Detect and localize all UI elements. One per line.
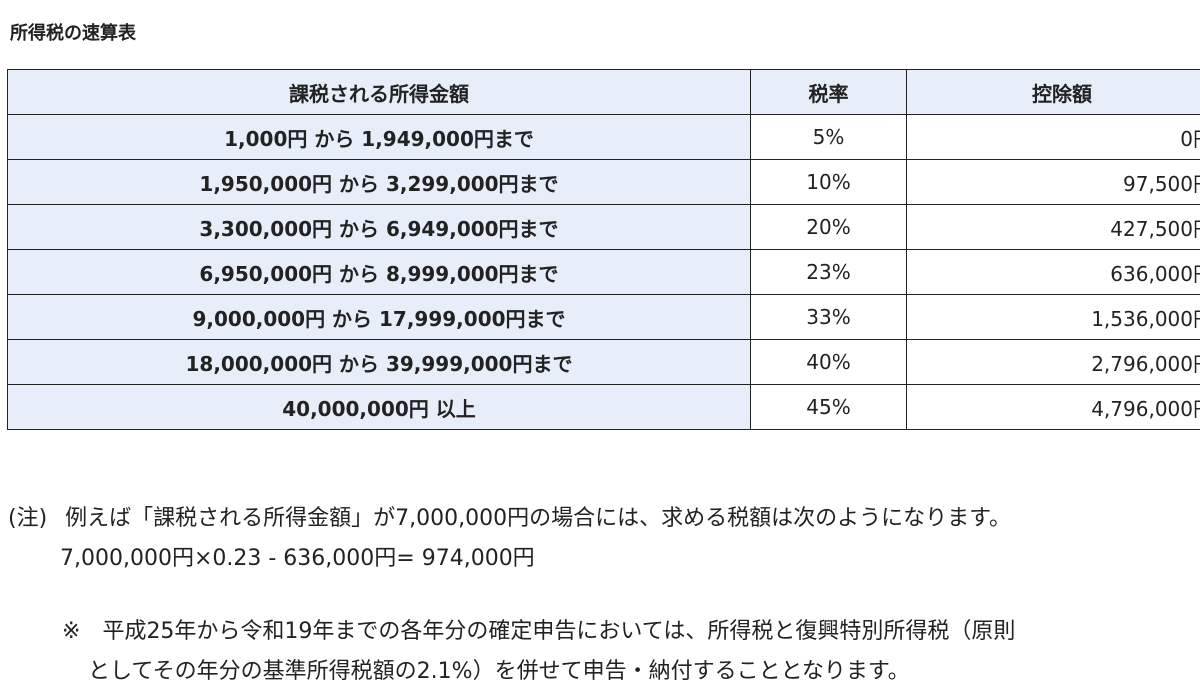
remark-paragraph: ※ 平成25年から令和19年までの各年分の確定申告においては、所得税と復興特別所得… — [62, 612, 1015, 692]
deduction-cell: 427,500円 — [906, 204, 1200, 250]
table-row: 9,000,000円 から 17,999,000円まで 33% 1,536,00… — [7, 294, 1200, 340]
table-row: 3,300,000円 から 6,949,000円まで 20% 427,500円 — [7, 204, 1200, 250]
remark-line-2: としてその年分の基準所得税額の2.1%）を併せて申告・納付することとなります。 — [88, 659, 910, 684]
income-range-cell: 18,000,000円 から 39,999,000円まで — [7, 339, 751, 385]
deduction-cell: 636,000円 — [906, 249, 1200, 295]
income-range-cell: 3,300,000円 から 6,949,000円まで — [7, 204, 751, 250]
tax-rate-table: 課税される所得金額 税率 控除額 1,000円 から 1,949,000円まで … — [7, 69, 1200, 430]
income-range-cell: 1,000円 から 1,949,000円まで — [7, 114, 751, 160]
tax-rate-cell: 23% — [750, 249, 907, 295]
deduction-cell: 2,796,000円 — [906, 339, 1200, 385]
tax-rate-cell: 40% — [750, 339, 907, 385]
tax-rate-cell: 10% — [750, 159, 907, 205]
tax-rate-cell: 5% — [750, 114, 907, 160]
income-range-cell: 40,000,000円 以上 — [7, 384, 751, 430]
deduction-cell: 97,500円 — [906, 159, 1200, 205]
tax-rate-cell: 20% — [750, 204, 907, 250]
note-paragraph: (注) 例えば「課税される所得金額」が7,000,000円の場合には、求める税額は… — [8, 500, 1011, 538]
deduction-cell: 1,536,000円 — [906, 294, 1200, 340]
tax-rate-cell: 33% — [750, 294, 907, 340]
table-row: 6,950,000円 から 8,999,000円まで 23% 636,000円 — [7, 249, 1200, 295]
table-row: 18,000,000円 から 39,999,000円まで 40% 2,796,0… — [7, 339, 1200, 385]
table-row: 1,950,000円 から 3,299,000円まで 10% 97,500円 — [7, 159, 1200, 205]
table-row: 1,000円 から 1,949,000円まで 5% 0円 — [7, 114, 1200, 160]
deduction-cell: 0円 — [906, 114, 1200, 160]
remark-line-1: 平成25年から令和19年までの各年分の確定申告においては、所得税と復興特別所得税… — [102, 619, 1016, 644]
header-income: 課税される所得金額 — [7, 69, 751, 115]
income-range-cell: 1,950,000円 から 3,299,000円まで — [7, 159, 751, 205]
tax-rate-cell: 45% — [750, 384, 907, 430]
note-text: 例えば「課税される所得金額」が7,000,000円の場合には、求める税額は次のよ… — [65, 506, 1011, 531]
header-rate: 税率 — [750, 69, 907, 115]
remark-mark: ※ — [62, 619, 81, 644]
table-row: 40,000,000円 以上 45% 4,796,000円 — [7, 384, 1200, 430]
income-range-cell: 6,950,000円 から 8,999,000円まで — [7, 249, 751, 295]
calculation-example: 7,000,000円×0.23 - 636,000円= 974,000円 — [60, 546, 535, 571]
page-title: 所得税の速算表 — [10, 23, 136, 44]
table-header-row: 課税される所得金額 税率 控除額 — [7, 69, 1200, 115]
note-label: (注) — [8, 506, 48, 531]
income-range-cell: 9,000,000円 から 17,999,000円まで — [7, 294, 751, 340]
header-deduction: 控除額 — [906, 69, 1200, 115]
deduction-cell: 4,796,000円 — [906, 384, 1200, 430]
